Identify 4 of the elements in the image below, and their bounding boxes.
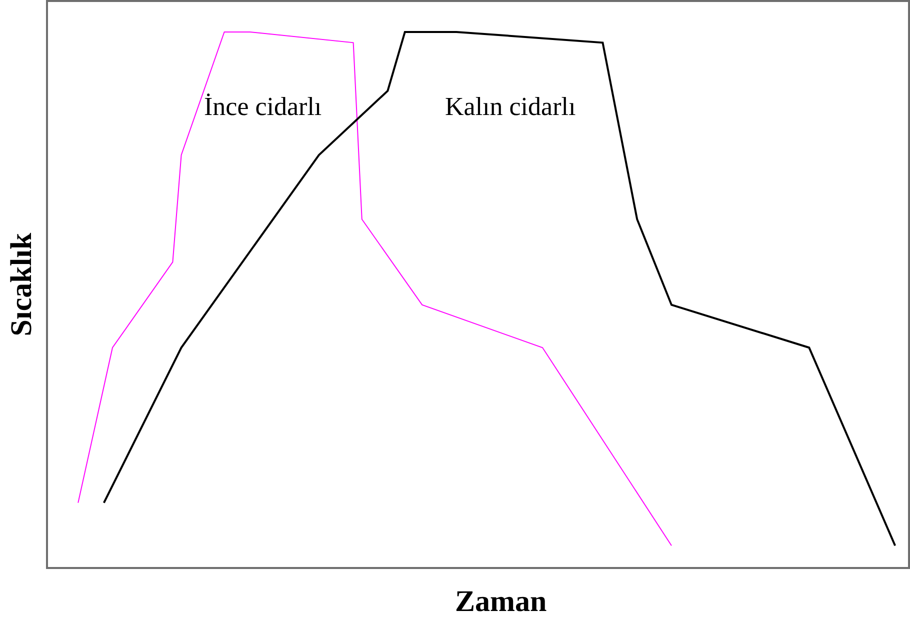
series-label: Kalın cidarlı xyxy=(445,92,576,121)
x-axis-title: Zaman xyxy=(455,585,547,618)
series-label: İnce cidarlı xyxy=(204,92,322,121)
y-axis-title: Sıcaklık xyxy=(4,232,38,336)
